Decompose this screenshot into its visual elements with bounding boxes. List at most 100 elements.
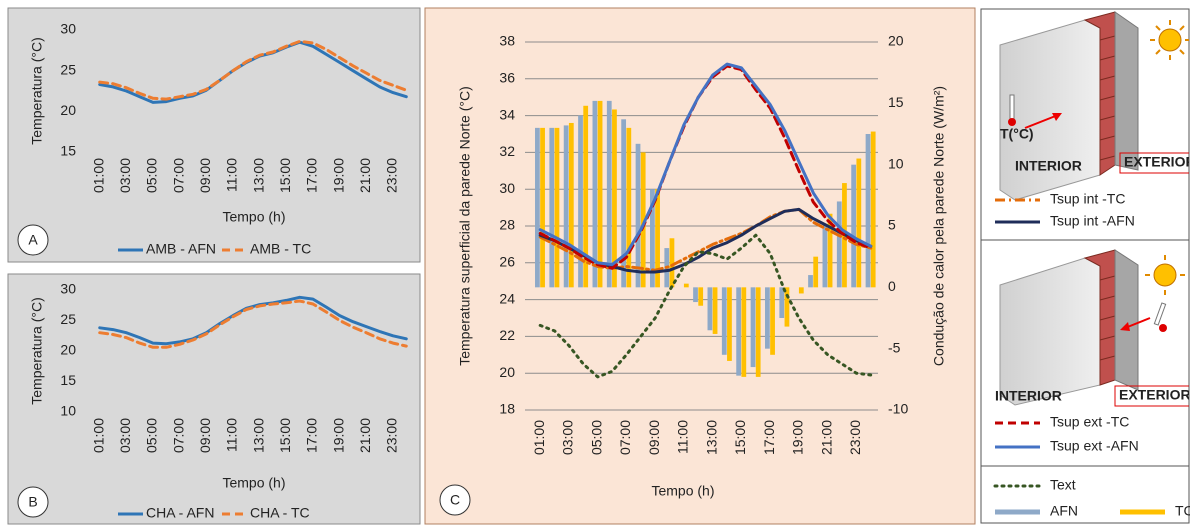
y-tick-label: 28 xyxy=(499,217,515,233)
bar xyxy=(578,115,583,288)
legend-label: AMB - TC xyxy=(250,241,311,257)
y-axis-title: Temperatura superficial da parede Norte … xyxy=(457,86,473,366)
y2-tick-label: 20 xyxy=(888,33,904,49)
bar xyxy=(750,287,756,368)
bar xyxy=(583,105,589,288)
arrow-head xyxy=(1052,113,1062,121)
sensor-label: T(°C) xyxy=(1000,126,1034,142)
bar xyxy=(870,131,876,288)
exterior-box xyxy=(1114,385,1189,407)
x-tick-label: 05:00 xyxy=(144,418,160,453)
x-tick-label: 01:00 xyxy=(531,420,547,455)
x-tick-label: 07:00 xyxy=(170,158,186,193)
bar xyxy=(765,287,770,349)
wall-outer xyxy=(1114,11,1139,171)
x-axis-title: Tempo (h) xyxy=(222,209,285,225)
y-tick-label: 36 xyxy=(499,70,515,86)
x-tick-label: 23:00 xyxy=(847,420,863,455)
y-tick-label: 25 xyxy=(60,61,76,77)
x-tick-label: 13:00 xyxy=(250,158,266,193)
line xyxy=(98,40,408,104)
wall-brick xyxy=(1083,249,1116,386)
brick-lines xyxy=(1099,35,1116,161)
legend-label: Text xyxy=(1050,477,1076,493)
bar xyxy=(808,275,813,288)
legend-label: CHA - AFN xyxy=(146,505,214,521)
bar xyxy=(597,100,603,288)
x-tick-label: 19:00 xyxy=(790,420,806,455)
bar xyxy=(669,238,675,288)
bar xyxy=(736,287,742,376)
bar xyxy=(650,189,655,288)
y-axis-title: Temperatura (°C) xyxy=(29,37,45,145)
bar xyxy=(635,143,641,288)
line xyxy=(538,233,873,379)
bar xyxy=(592,100,598,288)
x-tick-label: 05:00 xyxy=(144,158,160,193)
wall-outer xyxy=(1114,249,1139,391)
bar xyxy=(712,287,718,334)
bar xyxy=(741,287,747,377)
bar xyxy=(779,287,785,318)
legend-label: Tsup ext -TC xyxy=(1050,414,1129,430)
x-tick-label: 09:00 xyxy=(197,418,213,453)
bar xyxy=(554,127,560,288)
arrow xyxy=(1124,317,1151,329)
wall-brick xyxy=(1083,11,1116,176)
x-axis-title: Tempo (h) xyxy=(651,483,714,499)
x-tick-label: 11:00 xyxy=(224,158,240,192)
x-tick-label: 01:00 xyxy=(90,418,106,453)
sun-rays xyxy=(1145,255,1185,295)
panel-badge xyxy=(17,224,49,256)
sun-rays xyxy=(1150,20,1189,60)
y-tick-label: 15 xyxy=(60,372,76,388)
y-tick-label: 18 xyxy=(499,401,515,417)
sun xyxy=(1153,263,1177,287)
bar xyxy=(698,287,704,306)
arrow-head xyxy=(1120,322,1130,331)
x-tick-label: 03:00 xyxy=(560,420,576,455)
x-tick-label: 17:00 xyxy=(304,418,320,453)
bar xyxy=(693,287,698,303)
bar xyxy=(798,287,804,294)
y-tick-label: 38 xyxy=(499,33,515,49)
y-tick-label: 20 xyxy=(60,102,76,118)
x-tick-label: 19:00 xyxy=(330,418,346,453)
legend-diagrams: T(°C) INTERIOR EXTERIOR INTERIOR EXTERIO… xyxy=(981,11,1190,467)
y2-tick-label: -10 xyxy=(888,401,908,417)
y2-tick-label: 10 xyxy=(888,155,904,171)
line xyxy=(98,295,408,346)
panel-badge xyxy=(17,486,49,518)
bar xyxy=(540,127,545,288)
line xyxy=(538,207,873,272)
legend-label: Tsup int -AFN xyxy=(1050,213,1135,229)
exterior-box xyxy=(1119,152,1189,174)
thermometer-bulb xyxy=(1159,324,1167,332)
legend-label: Tsup ext -AFN xyxy=(1050,438,1139,454)
x-tick-label: 09:00 xyxy=(646,420,662,455)
x-tick-label: 19:00 xyxy=(330,158,346,193)
bar xyxy=(563,125,569,288)
y2-tick-label: 5 xyxy=(888,217,896,233)
bar xyxy=(836,201,842,288)
x-tick-label: 01:00 xyxy=(90,158,106,193)
x-tick-label: 15:00 xyxy=(277,418,293,453)
chart: 15 20 25 30 01:00 03:00 05:00 07:00 09:00 11:00 13… xyxy=(17,21,408,257)
bar xyxy=(851,164,857,288)
legend-label: AFN xyxy=(1050,503,1078,519)
thermometer xyxy=(1009,94,1015,121)
bar xyxy=(813,256,819,288)
x-tick-label: 05:00 xyxy=(588,420,604,455)
wall-inner xyxy=(999,257,1101,406)
outside-label: EXTERIOR xyxy=(1124,154,1190,170)
bar xyxy=(683,283,689,288)
thermometer-bulb xyxy=(1008,118,1016,126)
bar xyxy=(727,287,732,361)
y2-tick-label: -5 xyxy=(888,339,901,355)
x-tick-label: 17:00 xyxy=(304,158,320,193)
panel-a xyxy=(7,7,421,263)
legend-label: CHA - TC xyxy=(250,505,310,521)
y-tick-label: 20 xyxy=(60,342,76,358)
bar xyxy=(549,127,555,288)
